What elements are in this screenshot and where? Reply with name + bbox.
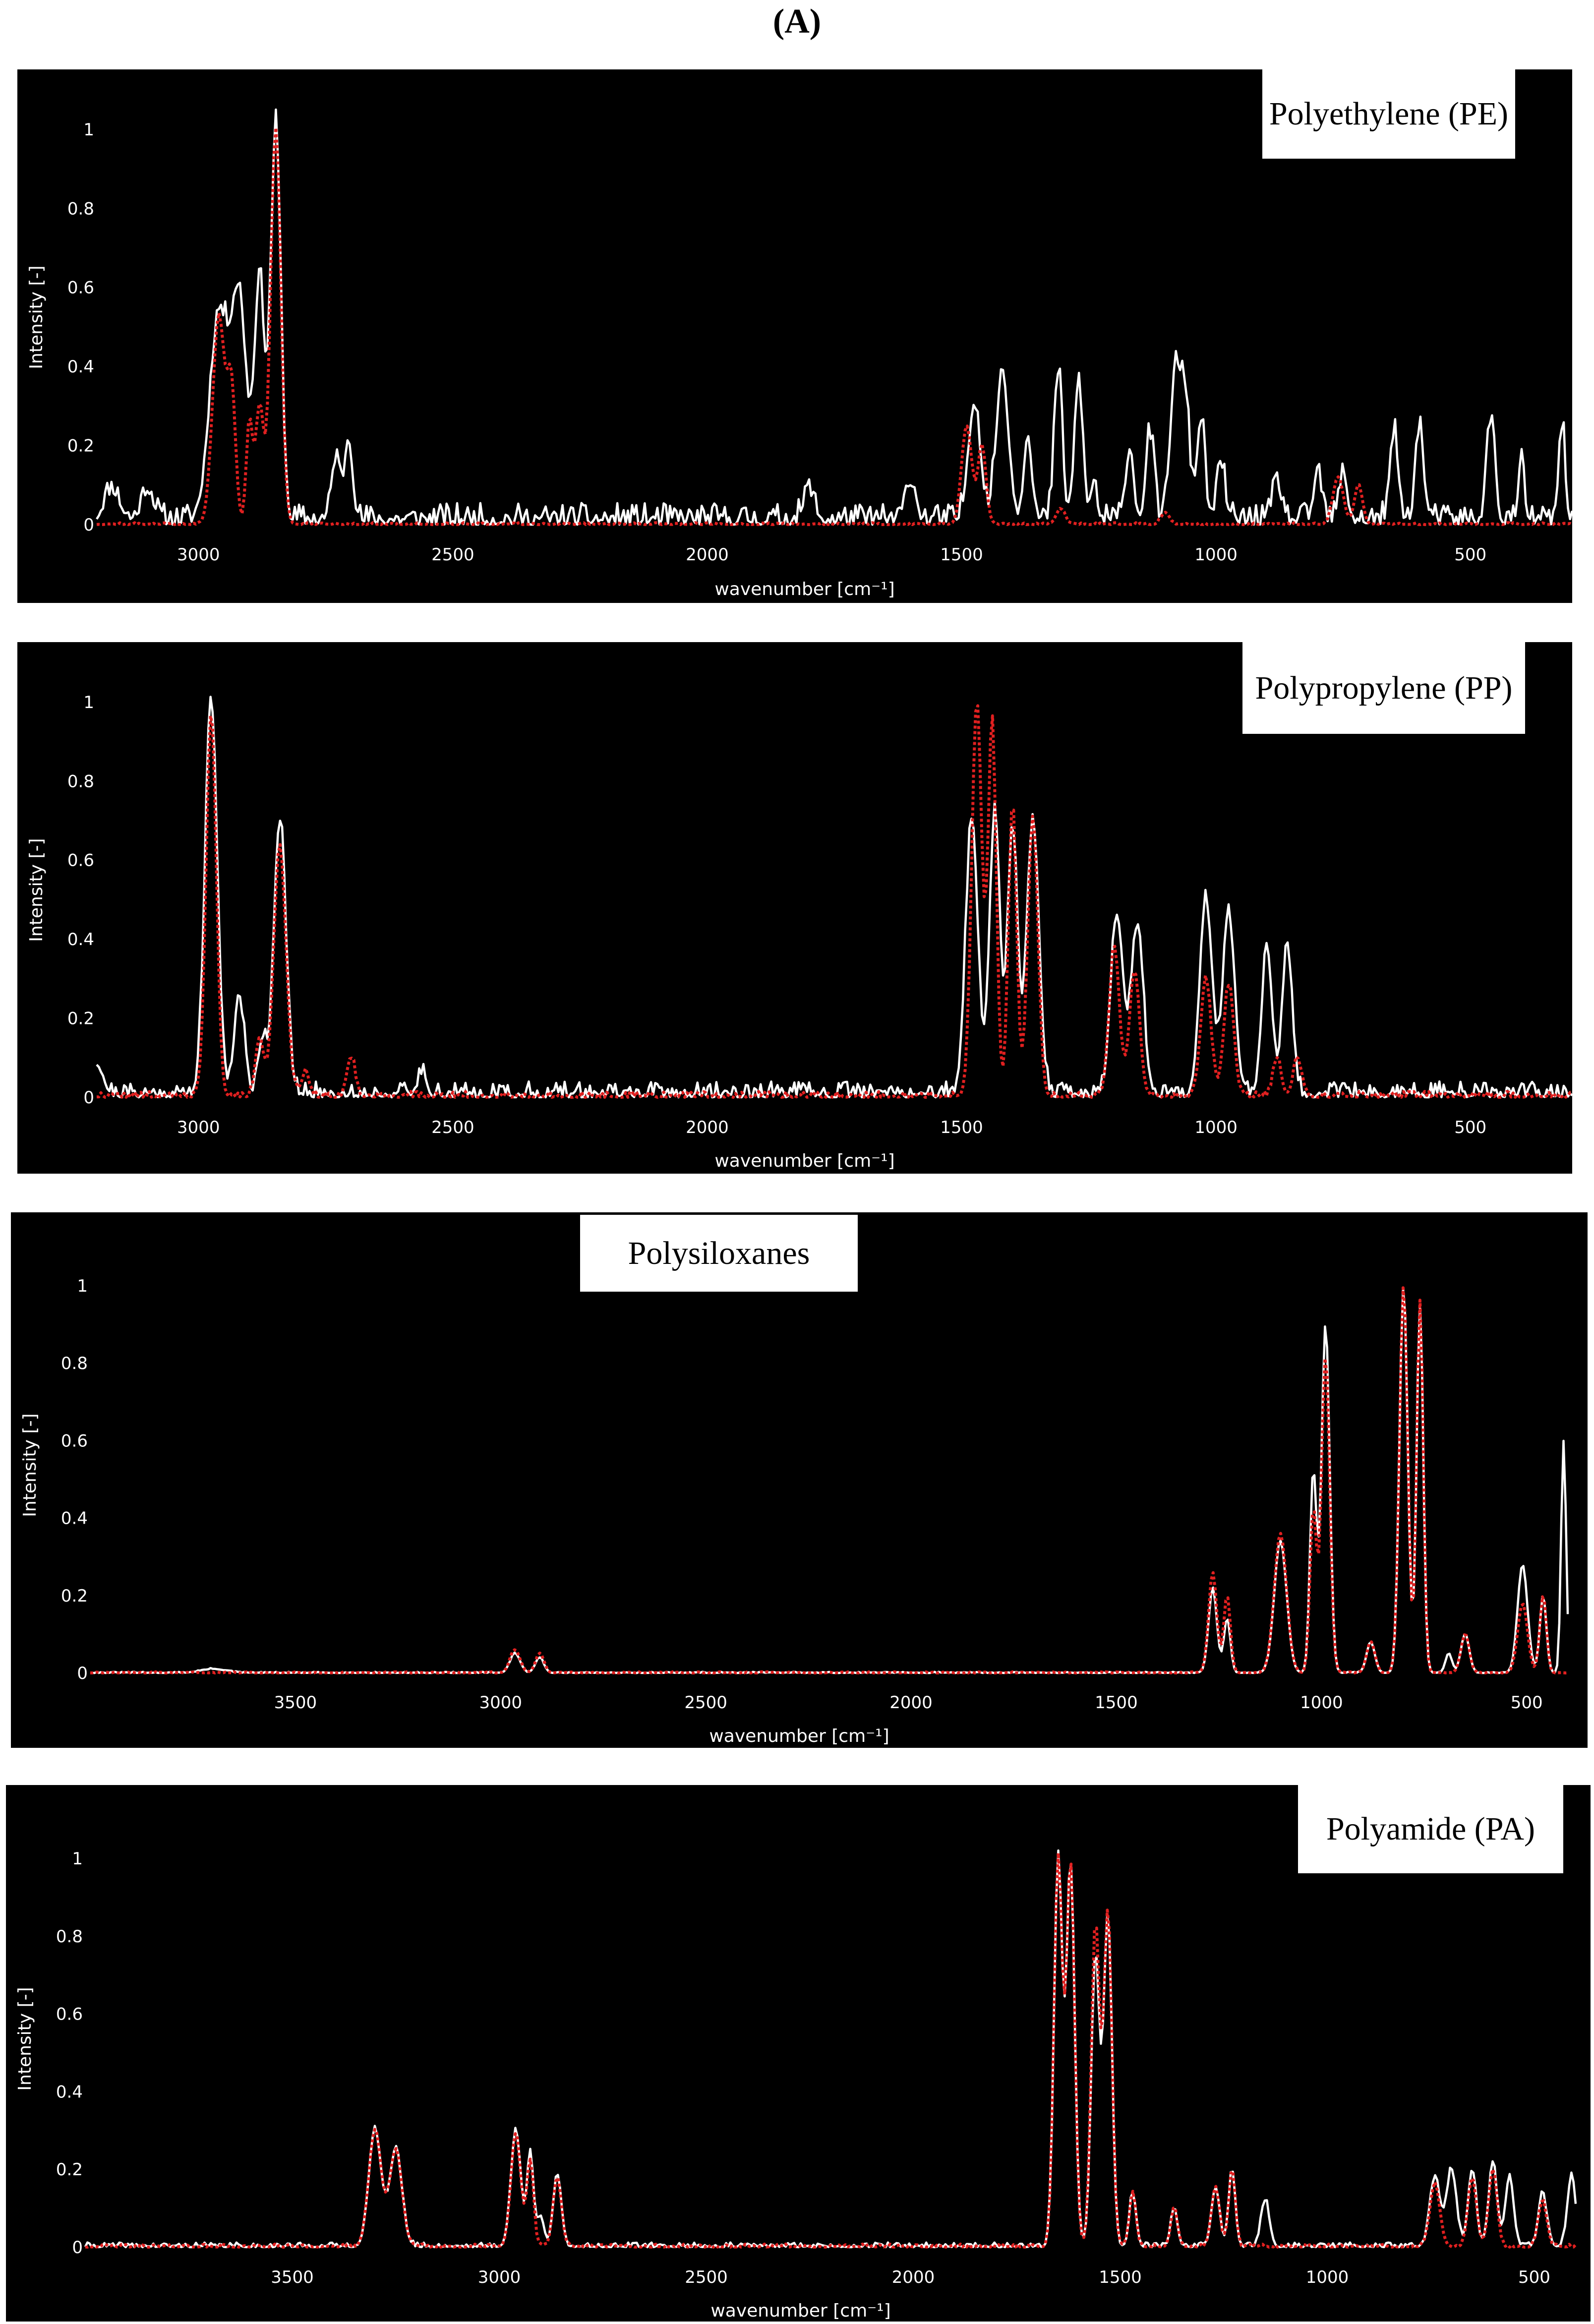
y-tick-label: 0.6 (56, 2005, 83, 2025)
y-axis-label: Intensity [-] (20, 1413, 40, 1517)
x-tick-label: 2000 (686, 1118, 729, 1137)
x-tick-label: 1000 (1194, 545, 1238, 565)
y-tick-label: 0 (83, 1088, 94, 1108)
x-tick-label: 500 (1511, 1693, 1543, 1713)
x-tick-label: 3500 (274, 1693, 317, 1713)
x-tick-label: 3000 (479, 1693, 523, 1713)
x-tick-label: 3000 (177, 1118, 220, 1137)
x-axis-label: wavenumber [cm⁻¹] (710, 2301, 890, 2321)
x-tick-label: 500 (1454, 545, 1486, 565)
chart-panel-polysiloxanes: 0 0.2 0.4 0.6 0.8 1 3500 3000 2500 2000 1500 1000 50… (11, 1212, 1588, 1748)
x-axis-label: wavenumber [cm⁻¹] (714, 579, 894, 599)
x-tick-label: 1500 (940, 545, 983, 565)
x-tick-label: 1500 (1095, 1693, 1138, 1713)
y-tick-label: 0 (72, 2238, 83, 2258)
y-axis-label: Intensity [-] (26, 265, 47, 369)
y-tick-label: 0.4 (67, 357, 94, 377)
x-tick-label: 2000 (686, 545, 729, 565)
x-tick-label: 2500 (684, 1693, 727, 1713)
y-tick-label: 0.8 (61, 1354, 88, 1373)
y-tick-label: 0.4 (61, 1509, 88, 1529)
x-axis-label: wavenumber [cm⁻¹] (709, 1726, 889, 1746)
measured-spectrum-line (96, 696, 1572, 1099)
y-tick-label: 0.8 (67, 199, 94, 219)
x-tick-label: 1000 (1300, 1693, 1343, 1713)
y-tick-label: 0.6 (67, 851, 94, 871)
x-tick-label: 3000 (177, 545, 220, 565)
reference-spectrum-line (85, 1851, 1577, 2249)
x-axis-label: wavenumber [cm⁻¹] (714, 1151, 894, 1171)
x-tick-label: 2000 (892, 2267, 935, 2287)
y-tick-label: 1 (77, 1276, 88, 1296)
chart-svg: 0 0.2 0.4 0.6 0.8 1 3000 2500 2000 1500 1000 500 wav… (26, 108, 1572, 599)
y-tick-label: 1 (72, 1849, 83, 1869)
chart-panel-pa: 0 0.2 0.4 0.6 0.8 1 3500 3000 2500 2000 1500 1000 50… (6, 1785, 1591, 2322)
reference-spectrum-line (96, 704, 1572, 1099)
chart-title-pp: Polypropylene (PP) (1242, 642, 1525, 734)
x-tick-label: 500 (1454, 1118, 1486, 1137)
chart-panel-pp: 0 0.2 0.4 0.6 0.8 1 3000 2500 2000 1500 1000 500 wav… (17, 642, 1572, 1174)
y-tick-label: 0.2 (67, 1009, 94, 1029)
chart-svg: 0 0.2 0.4 0.6 0.8 1 3500 3000 2500 2000 1500 1000 50… (15, 1849, 1577, 2321)
y-tick-label: 0.4 (67, 930, 94, 950)
x-tick-label: 1500 (940, 1118, 983, 1137)
chart-title-polysiloxanes: Polysiloxanes (580, 1215, 858, 1292)
y-tick-label: 0 (77, 1664, 88, 1683)
chart-title-pa: Polyamide (PA) (1298, 1785, 1563, 1873)
x-tick-label: 3500 (271, 2267, 314, 2287)
chart-title-pe: Polyethylene (PE) (1262, 69, 1515, 159)
x-tick-label: 2500 (685, 2267, 728, 2287)
x-tick-label: 2000 (889, 1693, 933, 1713)
y-tick-label: 0 (83, 515, 94, 535)
y-tick-label: 0.2 (67, 436, 94, 456)
x-tick-label: 500 (1518, 2267, 1550, 2287)
chart-svg: 0 0.2 0.4 0.6 0.8 1 3000 2500 2000 1500 1000 500 wav… (26, 693, 1572, 1171)
measured-spectrum-line (90, 1287, 1569, 1674)
reference-spectrum-line (90, 1286, 1568, 1674)
chart-svg: 0 0.2 0.4 0.6 0.8 1 3500 3000 2500 2000 1500 1000 50… (20, 1276, 1569, 1746)
figure-label: (A) (772, 2, 822, 41)
y-tick-label: 0.6 (67, 278, 94, 298)
x-tick-label: 1000 (1194, 1118, 1238, 1137)
y-tick-label: 0.2 (56, 2160, 83, 2180)
y-tick-label: 0.4 (56, 2082, 83, 2102)
reference-spectrum-line (96, 126, 1572, 526)
x-tick-label: 3000 (478, 2267, 521, 2287)
y-tick-label: 0.2 (61, 1586, 88, 1606)
y-axis-label: Intensity [-] (26, 838, 47, 942)
y-axis-label: Intensity [-] (15, 1987, 35, 2090)
y-tick-label: 1 (83, 120, 94, 140)
y-tick-label: 0.8 (67, 772, 94, 791)
y-tick-label: 1 (83, 693, 94, 713)
x-tick-label: 2500 (431, 545, 474, 565)
measured-spectrum-line (96, 108, 1572, 526)
x-tick-label: 1000 (1306, 2267, 1349, 2287)
chart-panel-pe: 0 0.2 0.4 0.6 0.8 1 3000 2500 2000 1500 1000 500 wav… (17, 69, 1572, 603)
y-tick-label: 0.8 (56, 1927, 83, 1947)
y-tick-label: 0.6 (61, 1431, 88, 1451)
x-tick-label: 1500 (1099, 2267, 1142, 2287)
x-tick-label: 2500 (431, 1118, 474, 1137)
measured-spectrum-line (84, 1849, 1577, 2249)
